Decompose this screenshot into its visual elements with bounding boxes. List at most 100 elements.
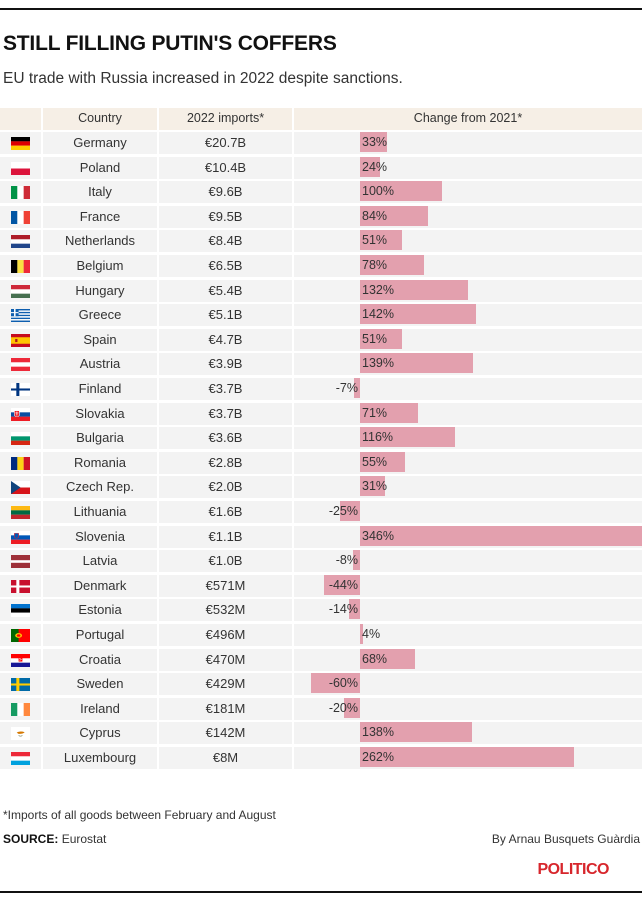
change-label: 78% [362,258,388,272]
country-name: Estonia [78,602,122,618]
change-label: 24% [362,159,388,174]
change-bar [360,156,380,177]
country-name: Slovenia [75,528,125,544]
imports-value: €2.0B [208,479,243,495]
france-flag [11,210,30,224]
greece-flag [11,309,30,323]
estonia-flag [11,604,30,618]
change-bar [360,181,442,202]
header-imports: 2022 imports* [186,111,265,125]
top-rule [0,8,642,10]
cyprus-flag [11,727,30,741]
imports-value: €5.4B [208,282,243,298]
bulgaria-flag [11,432,30,446]
table-row: Spain €4.7B 51% [0,328,642,351]
chart-title: STILL FILLING PUTIN'S COFFERS [3,32,337,55]
column-divider [41,108,43,772]
change-bar [324,574,360,595]
change-bar [360,648,416,669]
change-bar [311,673,360,694]
finland-flag [11,383,30,396]
country-name: Belgium [76,258,124,273]
imports-value: €2.8B [208,454,243,470]
source-line: SOURCE: Eurostat [3,832,106,846]
source-value: Eurostat [61,832,107,846]
bottom-rule [0,891,642,893]
change-bar [360,427,455,448]
table-row: Cyprus €142M 138% [0,722,642,745]
table-row: Greece €5.1B 142% [0,304,642,327]
croatia-flag [11,653,30,667]
hungary-flag [11,284,30,298]
change-bar [339,501,360,521]
table-row: Bulgaria €3.6B 116% [0,427,642,450]
change-label: 31% [362,479,388,494]
luxembourg-flag [11,752,30,765]
slovakia-flag [11,407,30,421]
change-label: -7% [335,381,358,395]
country-name: Germany [73,135,127,150]
portugal-flag [11,629,30,642]
romania-flag [11,456,30,470]
country-name: Bulgaria [76,430,124,446]
netherlands-flag [11,235,30,249]
table-row: Hungary €5.4B 132% [0,279,642,302]
imports-value: €470M [205,651,246,667]
imports-value: €6.5B [208,258,243,273]
change-label: -60% [328,676,358,691]
table-header: Country 2022 imports* Change from 2021* [0,108,642,130]
imports-value: €9.5B [208,208,243,224]
politico-logo: POLITICO [537,861,609,878]
column-divider [292,108,294,772]
change-bar [360,451,405,472]
table-row: Luxembourg €8M 262% [0,747,642,769]
country-name: Portugal [75,627,125,642]
change-bar [360,205,429,226]
imports-value: €4.7B [208,331,243,347]
change-bar [348,599,360,620]
change-label: 139% [362,356,394,371]
table-row: Czech Rep. €2.0B 31% [0,476,642,499]
imports-value: €8.4B [208,233,243,249]
change-bar [354,378,360,398]
country-name: Spain [83,331,117,347]
change-label: 71% [362,405,388,420]
imports-value: €1.6B [208,504,243,519]
belgium-flag [11,260,30,273]
change-label: 68% [362,651,388,666]
change-bar [353,550,360,571]
country-name: Latvia [82,553,118,569]
table-row: Austria €3.9B 139% [0,353,642,376]
byline: By Arnau Busquets Guàrdia [491,832,640,846]
country-name: Czech Rep. [66,479,134,495]
table-row: Poland €10.4B 24% [0,156,642,179]
country-name: Finland [78,381,122,396]
change-label: 142% [362,307,394,322]
imports-value: €532M [205,602,246,618]
change-bar [360,476,386,497]
country-name: Netherlands [64,233,136,249]
change-label: 51% [362,331,388,346]
country-name: Lithuania [73,504,127,519]
country-name: Denmark [73,577,127,593]
table-row: Slovakia €3.7B 71% [0,402,642,425]
source-label: SOURCE: [3,832,59,846]
country-name: France [79,208,121,224]
table-row: Denmark €571M -44% [0,574,642,597]
table-row: Portugal €496M 4% [0,624,642,646]
country-name: Slovakia [75,405,125,421]
imports-value: €5.1B [208,307,243,323]
footnote: *Imports of all goods between February a… [3,808,276,822]
imports-value: €3.7B [208,381,243,396]
table-row: Estonia €532M -14% [0,599,642,622]
imports-value: €3.7B [208,405,243,421]
change-label: -20% [328,700,358,715]
imports-value: €496M [205,627,246,642]
imports-value: €571M [205,577,246,593]
change-bar [360,304,476,325]
table-row: Latvia €1.0B -8% [0,550,642,573]
ireland-flag [11,702,30,716]
table-row: Ireland €181M -20% [0,697,642,720]
imports-value: €3.9B [208,356,243,372]
change-label: 116% [362,430,394,445]
